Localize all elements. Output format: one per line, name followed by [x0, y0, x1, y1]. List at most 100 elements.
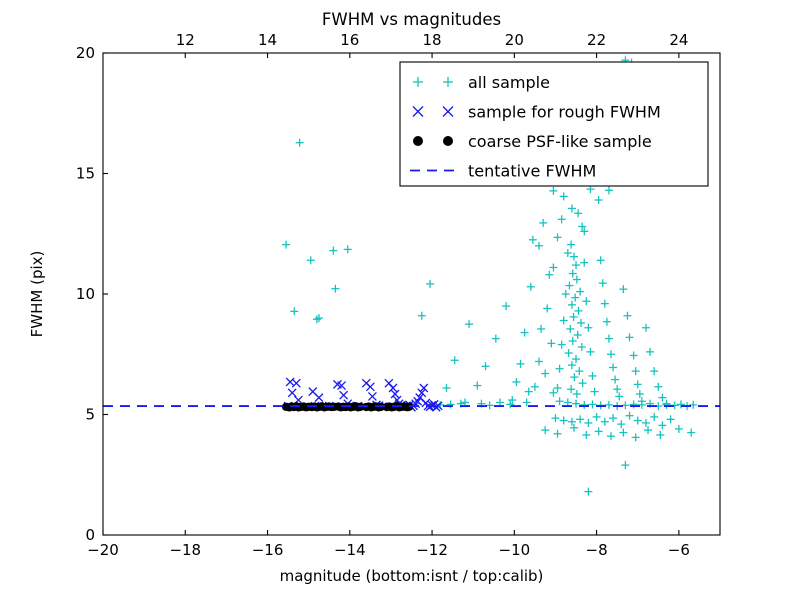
marker-plus: [637, 400, 646, 409]
marker-plus: [572, 275, 581, 284]
marker-plus: [306, 256, 315, 265]
marker-plus: [600, 417, 609, 426]
cross-b: [314, 393, 324, 403]
marker-cross: [442, 106, 454, 117]
marker-plus: [580, 227, 589, 236]
marker-plus: [575, 367, 584, 376]
marker-plus: [282, 240, 291, 249]
marker-plus: [512, 377, 521, 386]
marker-plus: [687, 428, 696, 437]
series-+: [282, 56, 698, 496]
marker-plus: [613, 385, 622, 394]
marker-plus: [566, 324, 575, 333]
marker-plus: [413, 77, 423, 87]
legend-box: [399, 61, 709, 187]
marker-plus: [442, 383, 451, 392]
marker-plus: [446, 400, 455, 409]
marker-plus: [545, 270, 554, 279]
marker-plus: [584, 418, 593, 427]
marker-plus: [588, 400, 597, 409]
marker-plus: [491, 334, 500, 343]
marker-plus: [606, 432, 615, 441]
marker-plus: [343, 245, 352, 254]
marker-plus: [570, 373, 579, 382]
marker-cross: [388, 383, 398, 393]
marker-plus: [674, 424, 683, 433]
marker-plus: [559, 316, 568, 325]
marker-plus: [574, 306, 583, 315]
legend-item-3[interactable]: tentative FWHM: [410, 162, 596, 181]
y-tick-label: 15: [76, 165, 95, 183]
marker-plus: [662, 400, 671, 409]
marker-plus: [609, 414, 618, 423]
cross-b: [419, 383, 429, 393]
marker-plus: [567, 361, 576, 370]
marker-plus: [549, 388, 558, 397]
cross-b: [442, 106, 454, 117]
legend[interactable]: all sample sample for rough FWHM coarse PS…: [399, 61, 709, 187]
legend-item-0[interactable]: all sample: [413, 73, 550, 92]
top-tick-label: 16: [340, 31, 359, 49]
marker-plus: [615, 392, 624, 401]
marker-plus: [530, 382, 539, 391]
bottom-tick-label: −8: [586, 541, 608, 559]
cross-b: [339, 390, 349, 400]
marker-plus: [609, 363, 618, 372]
marker-plus: [644, 426, 653, 435]
marker-plus: [629, 400, 638, 409]
marker-plus: [426, 279, 435, 288]
bottom-tick-label: −14: [334, 541, 366, 559]
marker-plus: [508, 396, 517, 405]
marker-plus: [604, 400, 613, 409]
marker-plus: [450, 356, 459, 365]
marker-plus: [572, 390, 581, 399]
marker-plus: [582, 430, 591, 439]
marker-plus: [520, 328, 529, 337]
marker-plus: [606, 350, 615, 359]
marker-plus: [553, 383, 562, 392]
marker-plus: [584, 323, 593, 332]
marker-plus: [568, 269, 577, 278]
y-tick-label: 10: [76, 285, 95, 303]
marker-plus: [676, 400, 685, 409]
marker-plus: [572, 399, 581, 408]
marker-plus: [528, 235, 537, 244]
marker-plus: [580, 258, 589, 267]
marker-plus: [553, 233, 562, 242]
cross-b: [433, 401, 443, 411]
marker-plus: [567, 300, 576, 309]
marker-plus: [573, 330, 582, 339]
marker-plus: [578, 222, 587, 231]
top-tick-label: 18: [423, 31, 442, 49]
marker-plus: [592, 412, 601, 421]
marker-plus: [596, 256, 605, 265]
bottom-tick-label: −20: [87, 541, 119, 559]
marker-plus: [658, 393, 667, 402]
legend-label: coarse PSF-like sample: [468, 132, 652, 151]
marker-cross: [287, 388, 297, 398]
marker-plus: [555, 397, 564, 406]
marker-plus: [569, 312, 578, 321]
marker-cross: [412, 106, 424, 117]
legend-item-1[interactable]: sample for rough FWHM: [412, 103, 661, 122]
legend-item-2[interactable]: coarse PSF-like sample: [413, 132, 652, 151]
cross-b: [388, 383, 398, 393]
marker-cross: [365, 382, 375, 392]
marker-plus: [553, 429, 562, 438]
marker-plus: [611, 375, 620, 384]
marker-plus: [623, 311, 632, 320]
marker-plus: [625, 333, 634, 342]
top-tick-label: 20: [505, 31, 524, 49]
marker-plus: [568, 336, 577, 345]
marker-plus: [481, 362, 490, 371]
marker-plus: [646, 347, 655, 356]
bottom-tick-label: −10: [499, 541, 531, 559]
legend-label: tentative FWHM: [468, 162, 596, 181]
axis-labels-layer: FWHM vs magnitudes magnitude (bottom:isnt…: [28, 10, 543, 585]
marker-plus: [561, 290, 570, 298]
marker-cross: [314, 393, 324, 403]
cross-b: [291, 378, 301, 388]
marker-plus: [516, 359, 525, 368]
legend-label: sample for rough FWHM: [468, 103, 661, 122]
bottom-tick-label: −12: [416, 541, 448, 559]
